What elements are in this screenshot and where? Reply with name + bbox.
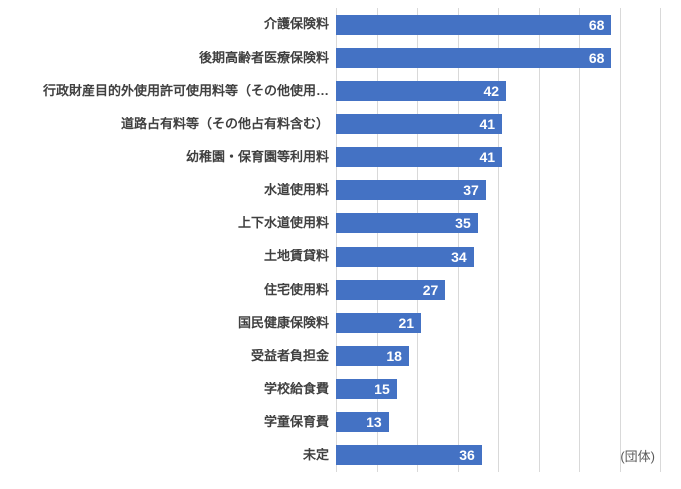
gridline <box>457 8 459 472</box>
chart-row: 学童保育費 13 <box>0 406 660 439</box>
bar-track: 68 <box>336 47 660 68</box>
value-label: 21 <box>398 314 415 331</box>
bar: 18 <box>336 345 409 366</box>
bar: 41 <box>336 147 503 168</box>
value-label: 36 <box>459 447 475 464</box>
category-label: 国民健康保険料 <box>237 315 329 330</box>
gridline <box>660 8 661 472</box>
bar: 15 <box>336 379 397 400</box>
chart-row: 未定 36 <box>0 439 660 472</box>
category-label: 上下水道使用料 <box>237 216 329 231</box>
bar-track: 18 <box>336 345 660 366</box>
chart-row: 行政財産目的外使用許可使用料等（その他使用… 42 <box>0 74 660 107</box>
bar-track: 35 <box>336 213 660 234</box>
bar: 21 <box>336 312 422 333</box>
chart-row: 住宅使用料 27 <box>0 273 660 306</box>
bar-track: 68 <box>336 14 660 35</box>
bar-track: 34 <box>336 246 660 267</box>
chart-row: 道路占有料等（その他占有料含む） 41 <box>0 107 660 140</box>
value-label: 34 <box>451 248 467 265</box>
chart-row: 水道使用料 37 <box>0 174 660 207</box>
category-label: 住宅使用料 <box>263 282 329 297</box>
value-label: 68 <box>588 49 605 66</box>
gridline <box>579 8 580 472</box>
chart-row: 後期高齢者医療保険料 68 <box>0 41 660 74</box>
category-label: 土地賃貸料 <box>263 249 329 264</box>
bar-track: 15 <box>336 379 660 400</box>
bar: 42 <box>336 80 507 101</box>
chart-row: 学校給食費 15 <box>0 373 660 406</box>
gridline <box>376 8 378 472</box>
category-label: 道路占有料等（その他占有料含む） <box>120 116 329 131</box>
chart-row: 受益者負担金 18 <box>0 339 660 372</box>
gridline <box>619 8 621 472</box>
bar-track: 41 <box>336 147 660 168</box>
value-label: 27 <box>422 281 439 298</box>
gridlines <box>336 8 661 472</box>
category-label: 受益者負担金 <box>250 348 329 363</box>
value-label: 42 <box>483 82 500 99</box>
gridline <box>417 8 418 472</box>
value-label: 15 <box>374 381 390 398</box>
gridline <box>538 8 540 472</box>
category-label: 幼稚園・保育園等利用料 <box>185 149 329 164</box>
chart-row: 介護保険料 68 <box>0 8 660 41</box>
category-label: 未定 <box>302 448 329 463</box>
category-label: 後期高齢者医療保険料 <box>198 50 329 65</box>
category-label: 学童保育費 <box>263 415 329 430</box>
bar: 27 <box>336 279 446 300</box>
value-label: 37 <box>463 182 479 199</box>
bar-track: 21 <box>336 312 660 333</box>
value-label: 41 <box>479 149 496 166</box>
chart-row: 国民健康保険料 21 <box>0 306 660 339</box>
unit-label: (団体) <box>620 449 655 464</box>
chart-row: 上下水道使用料 35 <box>0 207 660 240</box>
value-label: 35 <box>455 215 471 232</box>
bar-track: 36 <box>336 445 660 466</box>
bar: 35 <box>336 213 478 234</box>
bar: 36 <box>336 445 482 466</box>
bar: 41 <box>336 113 503 134</box>
chart-row: 土地賃貸料 34 <box>0 240 660 273</box>
bar-track: 41 <box>336 113 660 134</box>
bar: 13 <box>336 412 389 433</box>
category-label: 水道使用料 <box>263 183 329 198</box>
value-label: 41 <box>479 115 496 132</box>
bar: 37 <box>336 180 486 201</box>
value-label: 68 <box>588 16 605 33</box>
chart-row: 幼稚園・保育園等利用料 41 <box>0 141 660 174</box>
bar-track: 27 <box>336 279 660 300</box>
bar-track: 37 <box>336 180 660 201</box>
category-label: 介護保険料 <box>263 17 329 32</box>
bar: 68 <box>336 47 612 68</box>
chart-rows: 介護保険料 68 後期高齢者医療保険料 68 行政財産目的外使用許可使用料等（その他使用… <box>0 8 660 472</box>
category-label: 学校給食費 <box>263 381 329 396</box>
category-label: 行政財産目的外使用許可使用料等（その他使用… <box>42 83 329 98</box>
value-label: 13 <box>366 414 382 431</box>
gridline <box>498 8 499 472</box>
bar-track: 42 <box>336 80 660 101</box>
bar: 68 <box>336 14 612 35</box>
value-label: 18 <box>386 347 402 364</box>
gridline <box>336 8 337 472</box>
bar: 34 <box>336 246 474 267</box>
bar-track: 13 <box>336 412 660 433</box>
